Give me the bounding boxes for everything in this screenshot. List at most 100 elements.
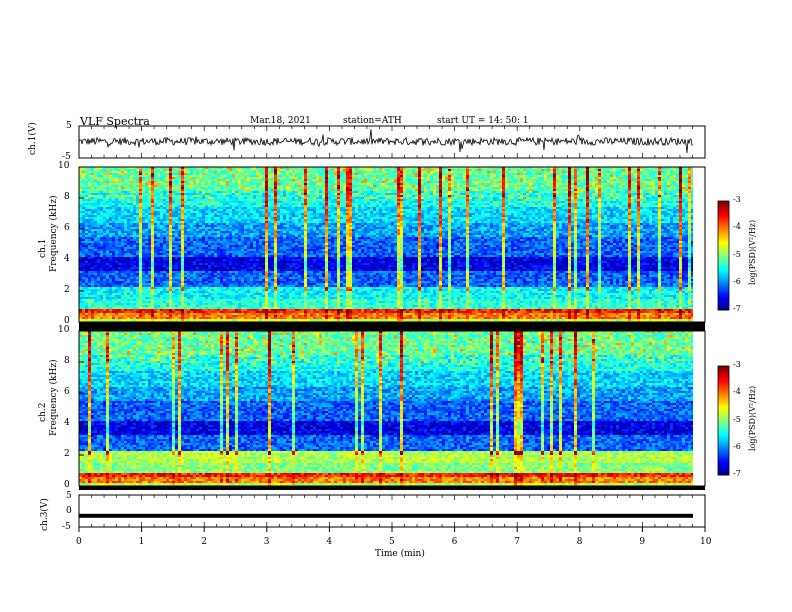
spectrogram-1-cell <box>190 301 193 303</box>
spectrogram-1-cell <box>223 209 226 211</box>
spectrogram-1-cell <box>163 255 166 257</box>
spectrogram-1-cell <box>118 299 121 301</box>
spectrogram-1-cell <box>91 195 94 197</box>
spectrogram-1-cell <box>97 219 100 221</box>
spectrogram-1-cell <box>106 289 109 291</box>
spectrogram-1-cell <box>109 229 112 231</box>
spectrogram-1-cell <box>118 205 121 207</box>
spectrogram-1-cell <box>211 215 214 217</box>
spectrogram-1-cell <box>187 229 190 231</box>
spectrogram-1-cell <box>148 231 151 233</box>
spectrogram-1-cell <box>133 259 136 261</box>
spectrogram-1-cell <box>169 277 172 279</box>
spectrogram-1-cell <box>220 257 223 259</box>
spectrogram-1-cell <box>82 257 85 259</box>
spectrogram-1-cell <box>139 249 142 251</box>
spectrogram-1-cell <box>205 287 208 289</box>
spectrogram-1-cell <box>115 255 118 257</box>
spectrogram-1-cell <box>124 225 127 227</box>
spectrogram-1-cell <box>142 195 145 197</box>
spectrogram-1-cell <box>139 269 142 271</box>
spectrogram-1-cell <box>187 203 190 205</box>
spectrogram-1-cell <box>184 251 187 253</box>
spectrogram-1-cell <box>145 259 148 261</box>
spectrogram-1-cell <box>154 211 157 213</box>
spectrogram-1-cell <box>109 179 112 181</box>
spectrogram-1-cell <box>250 223 253 225</box>
spectrogram-1-cell <box>133 269 136 271</box>
spectrogram-1-cell <box>127 319 130 321</box>
spectrogram-1-cell <box>106 239 109 241</box>
spectrogram-1-cell <box>109 305 112 307</box>
spectrogram-1-cell <box>112 251 115 253</box>
spectrogram-1-cell <box>151 307 154 309</box>
spectrogram-1-cell <box>241 301 244 303</box>
spectrogram-1-cell <box>82 287 85 289</box>
spectrogram-1-cell <box>241 259 244 261</box>
spectrogram-1-cell <box>163 249 166 251</box>
spectrogram-1-cell <box>262 217 265 219</box>
spectrogram-1-cell <box>130 259 133 261</box>
spectrogram-1-cell <box>247 269 250 271</box>
spectrogram-1-cell <box>193 239 196 241</box>
spectrogram-1-cell <box>256 289 259 291</box>
spectrogram-1-cell <box>220 277 223 279</box>
spectrogram-1-cell <box>103 247 106 249</box>
spectrogram-1-cell <box>151 185 154 187</box>
spectrogram-1-cell <box>181 261 184 263</box>
spectrogram-1-cell <box>223 201 226 203</box>
spectrogram-1-cell <box>169 247 172 249</box>
spectrogram-1-cell <box>85 249 88 251</box>
spectrogram-1-cell <box>196 251 199 253</box>
spectrogram-1-cell <box>91 261 94 263</box>
spectrogram-1-cell <box>220 233 223 235</box>
spectrogram-1-cell <box>217 239 220 241</box>
spectrogram-1-cell <box>220 315 223 317</box>
spectrogram-1-cell <box>130 277 133 279</box>
spectrogram-1-cell <box>193 195 196 197</box>
spectrogram-1-cell <box>235 253 238 255</box>
spectrogram-1-cell <box>166 269 169 271</box>
spectrogram-1-cell <box>88 261 91 263</box>
spectrogram-1-cell <box>97 239 100 241</box>
spectrogram-1-cell <box>196 245 199 247</box>
spectrogram-1-cell <box>124 193 127 195</box>
spectrogram-1-cell <box>172 207 175 209</box>
spectrogram-1-cell <box>265 189 268 191</box>
spectrogram-1-cell <box>121 283 124 285</box>
spectrogram-1-cell <box>172 199 175 201</box>
spectrogram-1-cell <box>232 315 235 317</box>
spectrogram-1-cell <box>202 201 205 203</box>
spectrogram-1-cell <box>127 233 130 235</box>
spectrogram-1-cell <box>121 275 124 277</box>
spectrogram-1-cell <box>172 295 175 297</box>
spectrogram-1-cell <box>118 169 121 171</box>
spectrogram-1-cell <box>232 279 235 281</box>
spectrogram-1-cell <box>208 311 211 313</box>
spectrogram-1-cell <box>121 265 124 267</box>
spectrogram-1-cell <box>175 205 178 207</box>
spectrogram-1-cell <box>118 171 121 173</box>
spectrogram-1-cell <box>238 263 241 265</box>
spectrogram-1-cell <box>244 299 247 301</box>
spectrogram-1-cell <box>118 263 121 265</box>
spectrogram-1-cell <box>151 293 154 295</box>
spectrogram-1-cell <box>187 235 190 237</box>
spectrogram-1-cell <box>112 239 115 241</box>
spectrogram-1-cell <box>214 173 217 175</box>
spectrogram-1-cell <box>172 289 175 291</box>
spectrogram-1-cell <box>178 197 181 199</box>
spectrogram-1-cell <box>199 189 202 191</box>
spectrogram-1-cell <box>121 307 124 309</box>
spectrogram-1-cell <box>232 175 235 177</box>
spectrogram-1-cell <box>148 293 151 295</box>
spectrogram-1-cell <box>139 203 142 205</box>
spectrogram-1-cell <box>223 169 226 171</box>
spectrogram-1-cell <box>208 221 211 223</box>
spectrogram-1-cell <box>172 235 175 237</box>
spectrogram-1-cell <box>169 309 172 311</box>
spectrogram-1-cell <box>115 245 118 247</box>
spectrogram-1-cell <box>199 215 202 217</box>
spectrogram-1-cell <box>229 253 232 255</box>
spectrogram-1-cell <box>172 205 175 207</box>
